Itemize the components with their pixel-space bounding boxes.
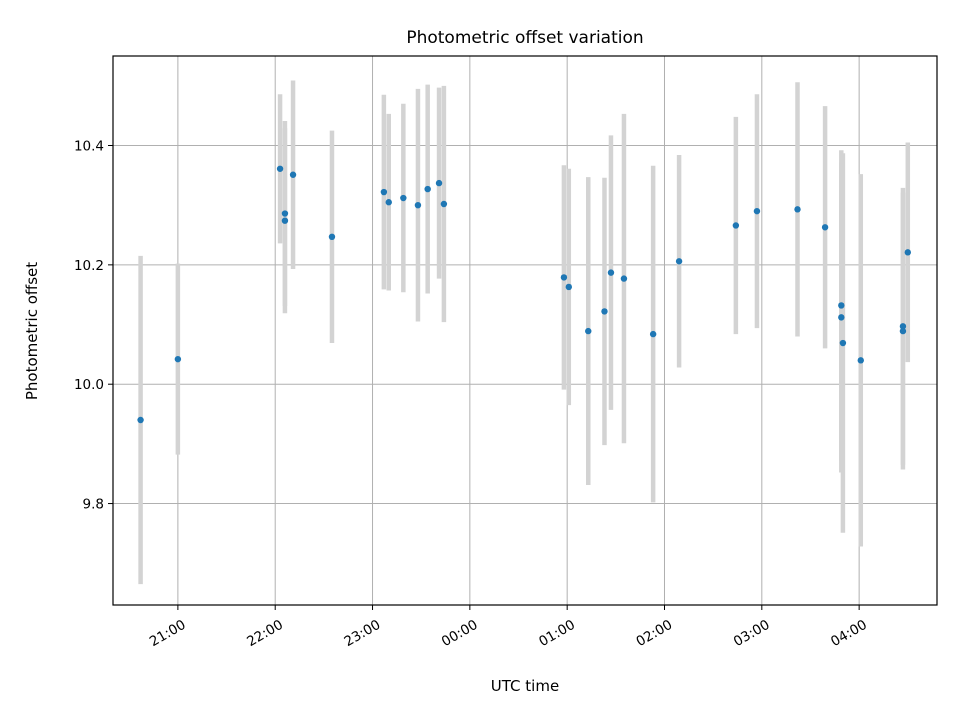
data-point xyxy=(440,200,448,208)
data-point xyxy=(380,188,388,196)
data-point xyxy=(904,249,912,256)
data-point xyxy=(899,327,907,335)
y-axis-title: Photometric offset xyxy=(23,262,41,400)
data-point xyxy=(585,327,592,335)
x-tick-label: 01:00 xyxy=(536,617,578,650)
data-point xyxy=(732,222,740,229)
y-tick-label: 10.4 xyxy=(74,139,104,155)
data-point xyxy=(385,199,392,206)
data-point xyxy=(821,224,829,231)
x-tick-label: 02:00 xyxy=(634,617,676,650)
plot-area-frame xyxy=(112,55,938,606)
data-point xyxy=(414,201,422,209)
x-tick-label: 23:00 xyxy=(342,617,384,650)
axis-ticks xyxy=(108,145,860,610)
x-tick-label: 22:00 xyxy=(244,617,286,650)
chart-title: Photometric offset variation xyxy=(406,28,643,48)
data-point xyxy=(435,179,443,187)
data-point xyxy=(899,323,907,330)
grid-lines xyxy=(113,56,937,605)
data-point xyxy=(838,302,845,309)
tick-labels: 21:00 22:00 23:00 00:00 01:00 02:00 03:00 04:00… xyxy=(74,139,870,651)
data-point xyxy=(400,194,407,202)
error-bars xyxy=(138,80,911,585)
data-point xyxy=(328,233,336,241)
y-tick-label: 10.2 xyxy=(74,258,104,274)
data-point xyxy=(281,217,289,224)
data-point xyxy=(753,207,761,215)
data-point xyxy=(174,355,182,363)
data-point xyxy=(276,165,284,172)
data-point xyxy=(289,171,297,178)
data-point xyxy=(838,314,845,321)
data-point xyxy=(794,206,801,213)
data-points xyxy=(137,165,912,424)
x-tick-label: 21:00 xyxy=(147,617,189,650)
y-tick-label: 10.0 xyxy=(74,377,104,393)
data-point xyxy=(675,258,683,265)
data-point xyxy=(607,269,615,276)
data-point xyxy=(281,210,289,217)
data-point xyxy=(565,283,572,291)
x-tick-label: 04:00 xyxy=(828,617,870,650)
x-tick-label: 03:00 xyxy=(731,617,773,650)
data-point xyxy=(857,357,864,364)
data-point xyxy=(839,339,847,347)
y-tick-label: 9.8 xyxy=(83,497,104,513)
data-point xyxy=(137,416,144,424)
data-point xyxy=(601,308,608,315)
data-point xyxy=(560,274,568,281)
data-point xyxy=(424,185,431,193)
x-tick-label: 00:00 xyxy=(439,617,481,650)
x-axis-title: UTC time xyxy=(491,677,559,695)
data-point xyxy=(649,330,657,338)
data-point xyxy=(620,275,628,282)
